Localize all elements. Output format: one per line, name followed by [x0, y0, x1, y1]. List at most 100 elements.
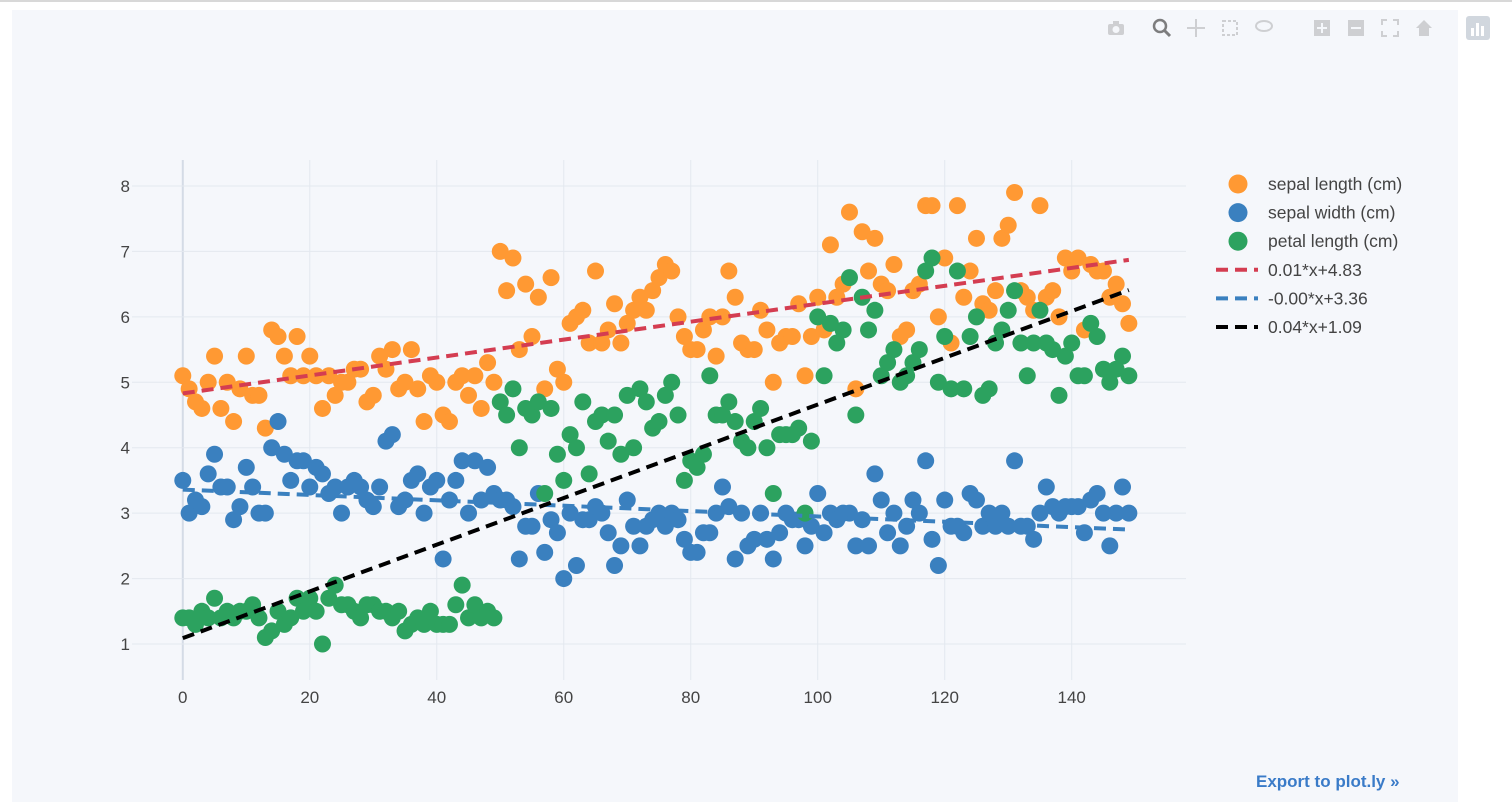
legend-item[interactable]: petal length (cm) — [1228, 231, 1399, 251]
data-point[interactable] — [917, 452, 935, 470]
data-point[interactable] — [225, 511, 243, 529]
data-point[interactable] — [802, 327, 820, 345]
data-point[interactable] — [1120, 314, 1138, 332]
data-point[interactable] — [745, 341, 763, 359]
data-point[interactable] — [1120, 504, 1138, 522]
data-point[interactable] — [1094, 504, 1112, 522]
data-point[interactable] — [713, 308, 731, 326]
data-point[interactable] — [663, 373, 681, 391]
data-point[interactable] — [479, 354, 497, 372]
data-point[interactable] — [453, 576, 471, 594]
data-point[interactable] — [275, 445, 293, 463]
data-point[interactable] — [561, 426, 579, 444]
data-point[interactable] — [1025, 530, 1043, 548]
data-point[interactable] — [415, 504, 433, 522]
data-point[interactable] — [1107, 275, 1125, 293]
data-point[interactable] — [967, 308, 985, 326]
data-point[interactable] — [282, 471, 300, 489]
trend-line[interactable] — [182, 487, 1129, 532]
data-point[interactable] — [485, 609, 503, 627]
data-point[interactable] — [415, 413, 433, 431]
data-point[interactable] — [879, 524, 897, 542]
data-point[interactable] — [961, 262, 979, 280]
data-point[interactable] — [1114, 478, 1132, 496]
data-point[interactable] — [498, 282, 516, 300]
data-point[interactable] — [993, 229, 1011, 247]
data-point[interactable] — [847, 537, 865, 555]
trend-line[interactable] — [182, 288, 1130, 641]
data-point[interactable] — [1018, 288, 1036, 306]
data-point[interactable] — [625, 301, 643, 319]
data-point[interactable] — [942, 380, 960, 398]
data-point[interactable] — [663, 262, 681, 280]
data-point[interactable] — [555, 471, 573, 489]
data-point[interactable] — [885, 256, 903, 274]
data-point[interactable] — [199, 609, 217, 627]
data-point[interactable] — [923, 249, 941, 267]
data-point[interactable] — [923, 197, 941, 215]
data-point[interactable] — [364, 498, 382, 516]
data-point[interactable] — [504, 498, 522, 516]
data-point[interactable] — [1018, 367, 1036, 385]
box-select-icon[interactable] — [1220, 18, 1240, 38]
data-point[interactable] — [606, 406, 624, 424]
pan-icon[interactable] — [1186, 18, 1206, 38]
data-point[interactable] — [263, 439, 281, 457]
data-point[interactable] — [828, 334, 846, 352]
data-point[interactable] — [752, 399, 770, 417]
data-point[interactable] — [599, 432, 617, 450]
data-point[interactable] — [1012, 334, 1030, 352]
data-point[interactable] — [1088, 327, 1106, 345]
data-point[interactable] — [936, 327, 954, 345]
data-point[interactable] — [574, 393, 592, 411]
data-point[interactable] — [1031, 301, 1049, 319]
data-point[interactable] — [428, 373, 446, 391]
camera-icon[interactable] — [1106, 18, 1126, 38]
data-point[interactable] — [237, 458, 255, 476]
data-point[interactable] — [1006, 282, 1024, 300]
data-point[interactable] — [967, 491, 985, 509]
data-point[interactable] — [313, 399, 331, 417]
data-point[interactable] — [294, 452, 312, 470]
data-point[interactable] — [650, 269, 668, 287]
data-point[interactable] — [1120, 367, 1138, 385]
data-point[interactable] — [275, 347, 293, 365]
data-point[interactable] — [809, 288, 827, 306]
data-point[interactable] — [1056, 347, 1074, 365]
data-point[interactable] — [910, 341, 928, 359]
data-point[interactable] — [1114, 347, 1132, 365]
data-point[interactable] — [536, 380, 554, 398]
data-point[interactable] — [1056, 249, 1074, 267]
data-point[interactable] — [1101, 373, 1119, 391]
data-point[interactable] — [688, 458, 706, 476]
data-point[interactable] — [1037, 478, 1055, 496]
data-point[interactable] — [929, 373, 947, 391]
data-point[interactable] — [1025, 334, 1043, 352]
data-point[interactable] — [1069, 249, 1087, 267]
data-point[interactable] — [853, 511, 871, 529]
data-point[interactable] — [231, 498, 249, 516]
data-point[interactable] — [802, 432, 820, 450]
data-point[interactable] — [472, 491, 490, 509]
data-point[interactable] — [701, 524, 719, 542]
data-point[interactable] — [504, 249, 522, 267]
data-point[interactable] — [383, 426, 401, 444]
data-point[interactable] — [269, 602, 287, 620]
data-point[interactable] — [917, 262, 935, 280]
data-point[interactable] — [796, 367, 814, 385]
zoom-in-icon[interactable] — [1312, 18, 1332, 38]
data-point[interactable] — [726, 550, 744, 568]
data-point[interactable] — [739, 439, 757, 457]
data-point[interactable] — [720, 262, 738, 280]
data-point[interactable] — [542, 399, 560, 417]
data-point[interactable] — [1075, 367, 1093, 385]
data-point[interactable] — [250, 386, 268, 404]
data-point[interactable] — [809, 485, 827, 503]
data-point[interactable] — [961, 327, 979, 345]
data-point[interactable] — [764, 550, 782, 568]
legend-item[interactable]: sepal width (cm) — [1228, 203, 1396, 223]
data-point[interactable] — [707, 347, 725, 365]
data-point[interactable] — [980, 301, 998, 319]
data-point[interactable] — [650, 413, 668, 431]
data-point[interactable] — [885, 504, 903, 522]
